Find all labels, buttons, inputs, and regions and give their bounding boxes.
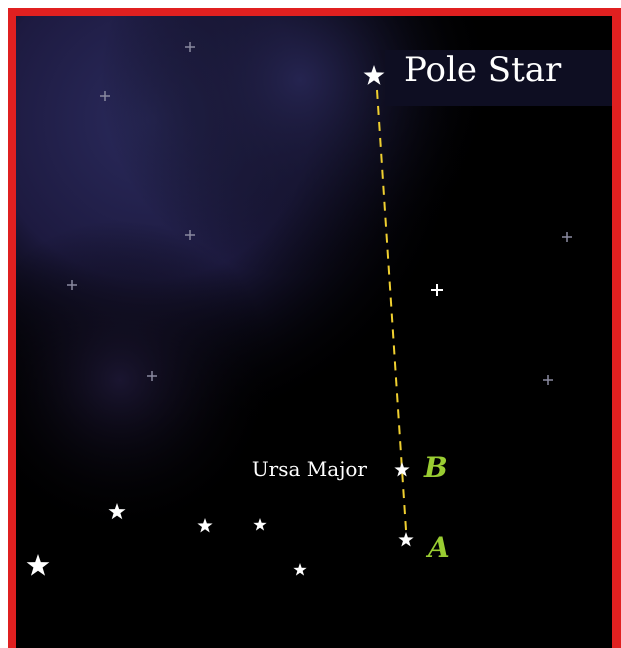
constellation-label: Ursa Major <box>252 457 368 481</box>
star-diagram: Pole Star Ursa Major B A <box>0 0 621 648</box>
nebula <box>16 16 612 648</box>
star-b-label: B <box>423 451 448 484</box>
star-a-label: A <box>425 531 450 564</box>
pole-star-label: Pole Star <box>404 50 562 90</box>
